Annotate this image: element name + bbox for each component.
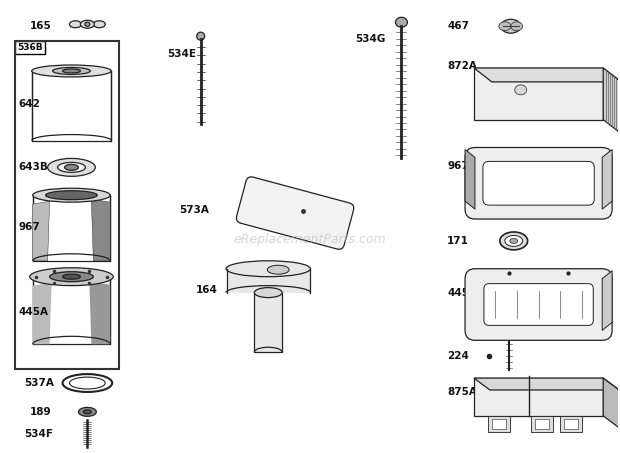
Text: 534F: 534F (24, 429, 53, 439)
Text: 872A: 872A (447, 61, 477, 71)
Bar (534, 419, 549, 429)
Text: 171: 171 (447, 236, 469, 246)
Text: 224: 224 (447, 351, 469, 361)
Polygon shape (91, 199, 110, 261)
Text: eReplacementParts.com: eReplacementParts.com (234, 233, 386, 246)
Ellipse shape (69, 21, 81, 28)
Text: 467: 467 (447, 21, 469, 31)
Ellipse shape (84, 410, 91, 414)
Ellipse shape (396, 17, 407, 27)
Bar (492, 419, 506, 429)
Bar (564, 419, 578, 429)
Text: 189: 189 (30, 407, 51, 417)
Bar (226, 269, 311, 293)
Ellipse shape (197, 32, 205, 40)
Polygon shape (602, 271, 612, 330)
Ellipse shape (505, 236, 523, 246)
Polygon shape (474, 68, 620, 82)
Text: 534E: 534E (167, 49, 196, 59)
Ellipse shape (64, 164, 78, 170)
Polygon shape (474, 378, 603, 416)
Ellipse shape (501, 19, 521, 33)
Bar (488, 416, 510, 432)
Ellipse shape (254, 288, 282, 298)
Ellipse shape (69, 377, 105, 389)
Text: 967A: 967A (447, 161, 477, 171)
Ellipse shape (33, 188, 110, 202)
Text: 534G: 534G (355, 34, 385, 44)
Text: 875A: 875A (447, 387, 477, 397)
Bar (15, 41, 119, 369)
Text: 967: 967 (19, 222, 40, 232)
Ellipse shape (32, 65, 111, 77)
Bar (32, 71, 111, 140)
Text: 643B: 643B (19, 162, 49, 172)
FancyBboxPatch shape (484, 284, 593, 325)
Polygon shape (602, 149, 612, 209)
Polygon shape (33, 201, 50, 261)
FancyBboxPatch shape (465, 148, 612, 219)
Polygon shape (603, 378, 619, 428)
Ellipse shape (63, 274, 81, 279)
FancyBboxPatch shape (465, 269, 612, 340)
Ellipse shape (499, 22, 511, 31)
Ellipse shape (85, 22, 90, 26)
Ellipse shape (53, 67, 91, 74)
Text: 537A: 537A (24, 378, 54, 388)
Ellipse shape (63, 69, 81, 73)
Ellipse shape (50, 272, 94, 282)
Ellipse shape (46, 191, 97, 200)
Text: 445A: 445A (19, 308, 49, 318)
Text: 445B: 445B (447, 288, 477, 298)
Ellipse shape (510, 238, 518, 243)
Ellipse shape (94, 21, 105, 28)
Polygon shape (465, 149, 475, 209)
Bar (254, 293, 282, 352)
Ellipse shape (511, 22, 523, 31)
Ellipse shape (515, 85, 526, 95)
Bar (33, 195, 110, 261)
Ellipse shape (267, 265, 289, 274)
Ellipse shape (81, 20, 94, 28)
Ellipse shape (78, 407, 96, 416)
Polygon shape (89, 282, 110, 344)
Polygon shape (474, 378, 619, 390)
Text: 573A: 573A (179, 205, 209, 215)
Text: 536B: 536B (17, 43, 42, 52)
FancyBboxPatch shape (236, 177, 354, 249)
Polygon shape (603, 68, 620, 134)
Polygon shape (474, 68, 603, 120)
Text: 642: 642 (19, 99, 41, 109)
Ellipse shape (48, 159, 95, 176)
FancyBboxPatch shape (483, 161, 594, 205)
Ellipse shape (226, 261, 311, 277)
Ellipse shape (500, 232, 528, 250)
Bar (531, 416, 552, 432)
Text: 164: 164 (196, 284, 218, 294)
Ellipse shape (30, 268, 113, 286)
Bar (33, 277, 110, 344)
Bar (560, 416, 582, 432)
Text: 165: 165 (30, 21, 51, 31)
Ellipse shape (58, 162, 86, 172)
Polygon shape (33, 283, 51, 344)
